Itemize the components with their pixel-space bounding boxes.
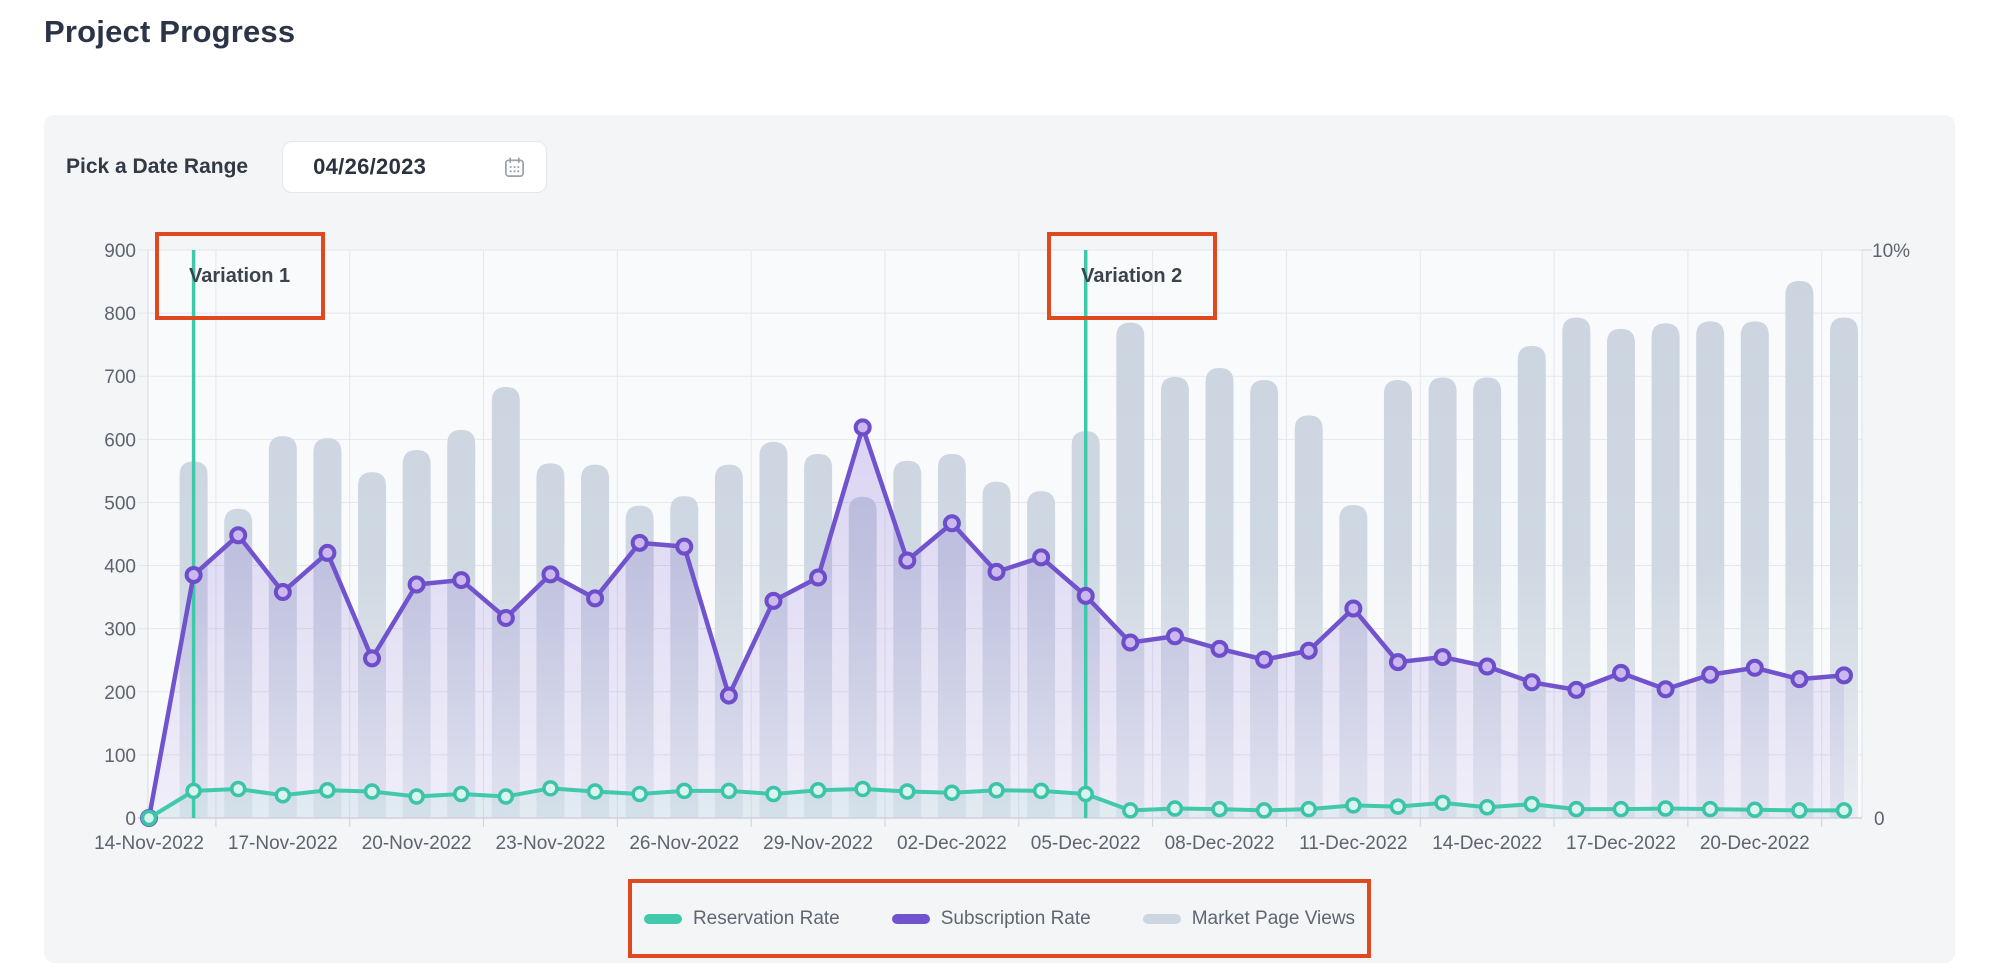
svg-text:26-Nov-2022: 26-Nov-2022 [629,833,739,854]
legend-swatch-subscription [891,913,930,924]
svg-text:14-Nov-2022: 14-Nov-2022 [94,833,204,854]
svg-text:20-Dec-2022: 20-Dec-2022 [1700,833,1810,854]
svg-text:14-Dec-2022: 14-Dec-2022 [1432,833,1542,854]
annotation-variation-1: Variation 1 [154,232,325,320]
svg-text:20-Nov-2022: 20-Nov-2022 [362,833,472,854]
svg-text:11-Dec-2022: 11-Dec-2022 [1299,833,1407,854]
svg-text:500: 500 [104,493,136,514]
svg-text:200: 200 [104,683,136,704]
legend: Reservation Rate Subscription Rate Marke… [628,879,1371,958]
legend-item-market-page-views[interactable]: Market Page Views [1142,907,1356,930]
date-range-label: Pick a Date Range [66,155,249,178]
svg-text:17-Dec-2022: 17-Dec-2022 [1566,833,1676,854]
annotation-label: Variation 1 [189,264,291,287]
svg-text:100: 100 [104,746,136,767]
svg-text:0: 0 [125,809,136,830]
svg-text:05-Dec-2022: 05-Dec-2022 [1031,833,1141,854]
annotation-variation-2: Variation 2 [1046,232,1217,320]
annotation-label: Variation 2 [1081,264,1183,287]
svg-text:800: 800 [104,304,136,325]
legend-label: Subscription Rate [940,907,1091,929]
date-range-controls: Pick a Date Range 04/26/2023 [66,141,548,193]
svg-text:900: 900 [104,241,136,262]
svg-text:0: 0 [1874,809,1885,830]
legend-swatch-reservation [643,913,682,924]
svg-text:02-Dec-2022: 02-Dec-2022 [897,833,1007,854]
calendar-icon[interactable] [503,156,526,179]
svg-text:300: 300 [104,620,136,641]
date-range-input[interactable]: 04/26/2023 [282,141,548,193]
page-title: Project Progress [44,14,296,49]
date-value: 04/26/2023 [313,154,427,179]
svg-text:700: 700 [104,367,136,388]
legend-item-reservation-rate[interactable]: Reservation Rate [643,907,840,930]
legend-item-subscription-rate[interactable]: Subscription Rate [891,907,1091,930]
svg-text:29-Nov-2022: 29-Nov-2022 [763,833,873,854]
legend-label: Reservation Rate [692,907,840,929]
svg-text:600: 600 [104,430,136,451]
legend-swatch-market-page-views [1142,913,1181,924]
legend-label: Market Page Views [1191,907,1356,929]
svg-text:10%: 10% [1872,241,1910,262]
svg-text:08-Dec-2022: 08-Dec-2022 [1165,833,1275,854]
svg-text:23-Nov-2022: 23-Nov-2022 [496,833,606,854]
svg-text:17-Nov-2022: 17-Nov-2022 [228,833,338,854]
svg-text:400: 400 [104,557,136,578]
